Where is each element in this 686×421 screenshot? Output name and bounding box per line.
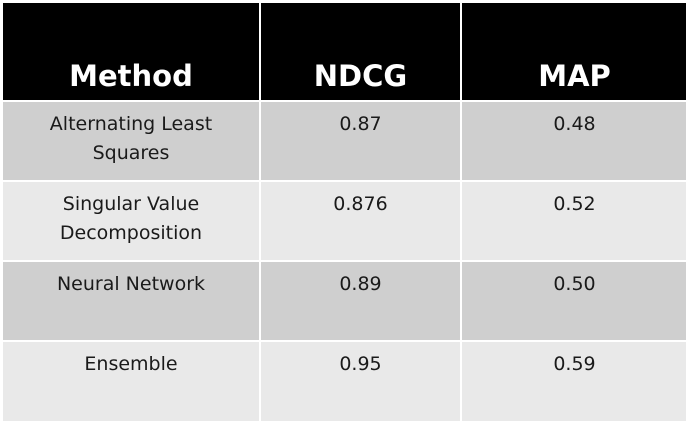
map-cell: 0.50 <box>462 262 686 340</box>
ndcg-cell: 0.89 <box>261 262 460 340</box>
method-line-1: Neural Network <box>56 273 206 295</box>
ndcg-cell: 0.87 <box>261 102 460 180</box>
method-line-1: Ensemble <box>84 353 178 375</box>
method-cell: Ensemble <box>3 342 259 421</box>
map-cell: 0.48 <box>462 102 686 180</box>
header-map: MAP <box>462 3 686 100</box>
method-cell: Alternating Least Squares <box>3 102 259 180</box>
header-method: Method <box>3 3 259 100</box>
method-cell: Singular Value Decomposition <box>3 182 259 260</box>
method-line-1: Alternating Least <box>49 113 213 135</box>
method-line-1: Singular Value <box>62 193 200 215</box>
method-line-2: Squares <box>92 142 170 164</box>
method-cell: Neural Network <box>3 262 259 340</box>
method-line-2: Decomposition <box>59 222 203 244</box>
map-cell: 0.52 <box>462 182 686 260</box>
ndcg-cell: 0.95 <box>261 342 460 421</box>
results-table: Method NDCG MAP Alternating Least Square… <box>3 3 686 421</box>
ndcg-cell: 0.876 <box>261 182 460 260</box>
map-cell: 0.59 <box>462 342 686 421</box>
header-ndcg: NDCG <box>261 3 460 100</box>
